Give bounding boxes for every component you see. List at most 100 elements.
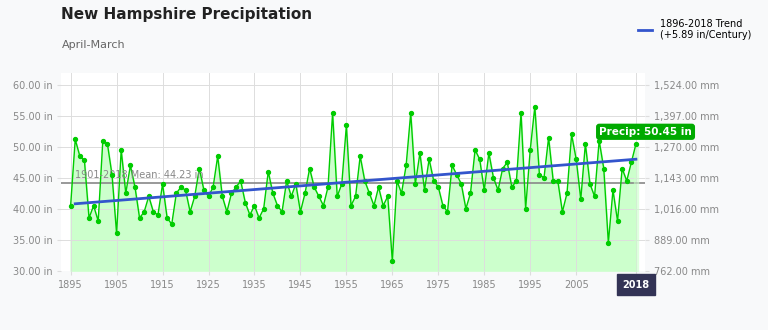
Point <box>88 203 100 208</box>
Point <box>616 166 628 171</box>
Point <box>115 147 127 152</box>
Point <box>239 200 251 205</box>
Point <box>317 203 329 208</box>
Point <box>460 206 472 212</box>
Point <box>166 221 178 227</box>
Point <box>405 110 417 116</box>
Point <box>308 184 320 190</box>
Point <box>579 141 591 147</box>
Point <box>129 184 141 190</box>
Point <box>230 184 242 190</box>
Point <box>194 166 206 171</box>
Point <box>106 172 118 177</box>
Point <box>349 194 362 199</box>
Point <box>524 147 536 152</box>
Point <box>574 197 587 202</box>
Point <box>83 215 95 221</box>
Point <box>396 191 408 196</box>
Point <box>331 194 343 199</box>
Point <box>501 160 513 165</box>
Point <box>285 194 297 199</box>
Point <box>483 150 495 156</box>
Point <box>565 132 578 137</box>
Point <box>143 194 155 199</box>
Point <box>621 178 633 183</box>
Legend: 1896-2018 Trend
(+5.89 in/Century): 1896-2018 Trend (+5.89 in/Century) <box>634 15 756 44</box>
Point <box>386 259 399 264</box>
Point <box>124 163 137 168</box>
Point <box>510 178 522 183</box>
Point <box>451 172 463 177</box>
Point <box>474 156 486 162</box>
Point <box>551 178 564 183</box>
Point <box>515 110 527 116</box>
Point <box>377 203 389 208</box>
Point <box>69 137 81 142</box>
Point <box>556 209 568 214</box>
Point <box>65 203 77 208</box>
Text: 1901-2018 Mean: 44.23 in: 1901-2018 Mean: 44.23 in <box>75 170 204 180</box>
Point <box>266 191 279 196</box>
Point <box>465 191 477 196</box>
Point <box>533 172 545 177</box>
Point <box>570 156 582 162</box>
Point <box>492 187 505 193</box>
Point <box>432 184 445 190</box>
Point <box>220 209 233 214</box>
Point <box>359 178 371 183</box>
Point <box>607 187 619 193</box>
Point <box>419 187 431 193</box>
Point <box>547 178 559 183</box>
Point <box>180 187 192 193</box>
Point <box>207 184 219 190</box>
Point <box>391 178 403 183</box>
Point <box>243 212 256 217</box>
Point <box>299 191 311 196</box>
Point <box>211 153 223 159</box>
Point <box>257 206 270 212</box>
Point <box>625 160 637 165</box>
Point <box>340 122 353 128</box>
Point <box>303 166 316 171</box>
Point <box>630 142 642 147</box>
Point <box>382 194 394 199</box>
Point <box>414 150 426 156</box>
Point <box>561 191 573 196</box>
Point <box>198 187 210 193</box>
Text: April-March: April-March <box>61 40 125 50</box>
Point <box>78 158 91 163</box>
Point <box>322 184 334 190</box>
Point <box>423 156 435 162</box>
Point <box>147 209 160 214</box>
Point <box>455 181 468 186</box>
Point <box>170 191 183 196</box>
Point <box>290 181 302 186</box>
Point <box>253 215 265 221</box>
Point <box>538 175 550 181</box>
Point <box>111 231 123 236</box>
Point <box>276 209 288 214</box>
Point <box>368 203 380 208</box>
Point <box>184 209 197 214</box>
Point <box>74 153 86 159</box>
Point <box>175 184 187 190</box>
Point <box>216 194 228 199</box>
Point <box>584 181 596 186</box>
Point <box>202 194 214 199</box>
Point <box>372 184 385 190</box>
Point <box>189 194 201 199</box>
Point <box>602 240 614 246</box>
Point <box>345 203 357 208</box>
Point <box>469 147 482 152</box>
Point <box>336 181 348 186</box>
Point <box>354 153 366 159</box>
Text: New Hampshire Precipitation: New Hampshire Precipitation <box>61 7 313 21</box>
Point <box>593 138 605 143</box>
Point <box>428 178 440 183</box>
Point <box>519 206 531 212</box>
Point <box>138 209 151 214</box>
Point <box>120 191 132 196</box>
Point <box>409 181 422 186</box>
Text: Precip: 50.45 in: Precip: 50.45 in <box>599 127 692 137</box>
Point <box>496 166 508 171</box>
